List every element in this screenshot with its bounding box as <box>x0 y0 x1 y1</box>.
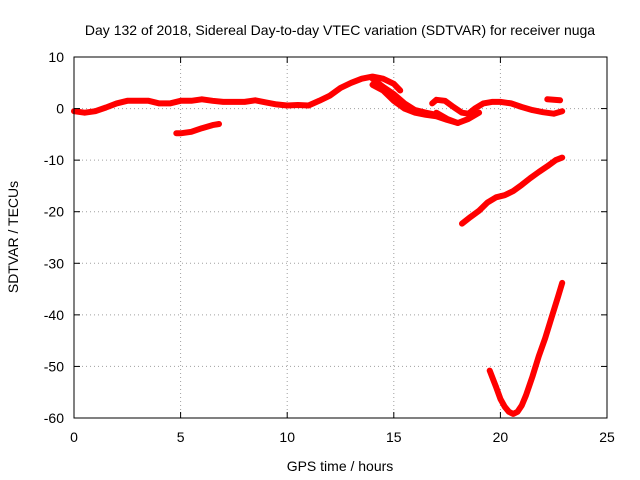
y-tick-label: -60 <box>44 410 64 426</box>
series-line-rising-segment <box>459 154 566 227</box>
y-tick-label: 0 <box>56 101 64 117</box>
series-line-short-negative-segment <box>173 121 222 137</box>
series-line-main-trace <box>71 73 404 116</box>
series-line-afternoon-trace-a <box>429 96 566 117</box>
x-tick-label: 0 <box>70 429 78 445</box>
x-tick-label: 20 <box>493 429 509 445</box>
y-tick-label: 10 <box>48 49 64 65</box>
series-line-afternoon-trace-b <box>433 109 483 126</box>
y-tick-label: -50 <box>44 358 64 374</box>
series-line-late-segment <box>544 96 564 104</box>
x-tick-label: 5 <box>177 429 185 445</box>
x-tick-label: 10 <box>279 429 295 445</box>
y-axis-label: SDTVAR / TECUs <box>5 181 21 293</box>
plot-frame <box>73 56 608 419</box>
series-line-deep-dip <box>486 279 566 417</box>
chart-title: Day 132 of 2018, Sidereal Day-to-day VTE… <box>85 22 595 38</box>
y-tick-label: -20 <box>44 204 64 220</box>
y-tick-label: -10 <box>44 152 64 168</box>
y-tick-label: -30 <box>44 255 64 271</box>
x-axis-label: GPS time / hours <box>287 458 394 474</box>
y-tick-label: -40 <box>44 307 64 323</box>
data-series-group <box>71 73 566 417</box>
x-tick-label: 15 <box>386 429 402 445</box>
x-tick-label: 25 <box>599 429 615 445</box>
axis-ticks: 0 5 10 15 20 25 10 0 -10 -20 -30 -40 -50 -60 <box>44 49 615 445</box>
